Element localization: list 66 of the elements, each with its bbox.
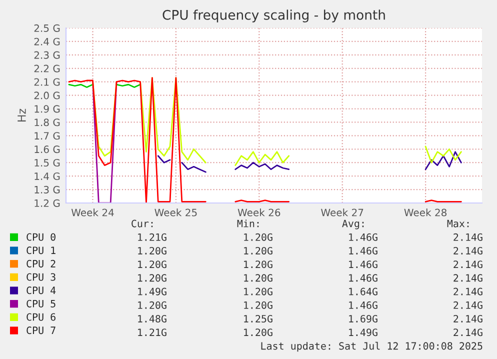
x-tick-label: Week 27 (321, 208, 364, 216)
text: Min: (237, 220, 259, 228)
y-tick-label: 2.3 G (34, 51, 60, 59)
legend-label: CPU 0 (26, 233, 56, 241)
text: 1.20G (244, 260, 272, 268)
text: 1.46G (349, 246, 378, 255)
text: 1.69G (349, 314, 378, 323)
legend-label: CPU 5 (26, 300, 56, 308)
text: 2.14G (454, 233, 482, 241)
text: 1.46G (349, 301, 378, 309)
legend-label: CPU 7 (26, 326, 56, 334)
text: 1.20G (138, 246, 166, 255)
y-tick-label: 1.2 G (34, 199, 60, 207)
text: 1.46G (349, 274, 378, 282)
text: Avg: (342, 220, 364, 230)
text: Max: (447, 220, 469, 228)
y-tick-label: 1.5 G (34, 158, 60, 167)
text: 1.20G (138, 274, 166, 282)
y-tick-label: 1.8 G (34, 118, 60, 126)
text: 1.49G (349, 328, 378, 336)
text: 2.14G (454, 260, 482, 268)
y-tick-label: 2.2 G (34, 64, 60, 72)
text: 2.14G (454, 246, 482, 255)
y-tick-label: 1.6 G (34, 146, 60, 154)
text: 1.20G (244, 301, 272, 309)
text: 1.46G (349, 233, 378, 241)
x-tick-label: Week 25 (154, 208, 197, 216)
y-tick-label: 2.1 G (34, 78, 60, 86)
text: 1.20G (244, 274, 272, 282)
text: 1.20G (138, 301, 166, 309)
text: 1.20G (138, 260, 166, 268)
chart-title: CPU frequency scaling - by month (162, 10, 385, 22)
y-tick-label: 1.9 G (34, 105, 60, 113)
legend-label: CPU 2 (26, 260, 56, 268)
text: 1.20G (244, 246, 272, 255)
text: Cur: (132, 220, 153, 228)
y-axis-title: Hz (18, 108, 26, 122)
text: 2.14G (454, 274, 482, 282)
legend-label: CPU 4 (26, 286, 56, 294)
y-tick-label: 2.5 G (34, 24, 60, 32)
text: 2.14G (454, 301, 482, 309)
text: 2.14G (454, 314, 482, 323)
legend-label: CPU 1 (26, 246, 56, 254)
text: 1.25G (244, 314, 272, 323)
text: 2.14G (454, 328, 482, 336)
text: 1.46G (349, 260, 378, 268)
x-tick-label: Week 28 (404, 208, 447, 216)
text: 1.21G (138, 328, 166, 336)
x-tick-label: Week 24 (71, 208, 114, 216)
text: 1.64G (349, 288, 378, 296)
y-tick-label: 2.4 G (34, 38, 60, 46)
text: 1.49G (138, 288, 166, 296)
y-tick-label: 1.4 G (34, 172, 60, 180)
text: Last update: Sat Jul 12 17:00:08 2025 (261, 342, 482, 352)
y-tick-label: 1.7 G (34, 132, 60, 140)
text: 1.20G (244, 288, 272, 296)
text: 1.20G (244, 233, 272, 241)
text: 2.14G (454, 288, 482, 296)
text: 1.20G (244, 328, 272, 336)
x-tick-label: Week 26 (238, 208, 280, 216)
legend-label: CPU 3 (26, 273, 56, 281)
legend-label: CPU 6 (26, 313, 56, 321)
y-tick-label: 1.3 G (34, 186, 60, 194)
text: 1.48G (138, 314, 166, 323)
text: 1.21G (138, 233, 166, 241)
y-tick-label: 2.0 G (34, 92, 60, 100)
